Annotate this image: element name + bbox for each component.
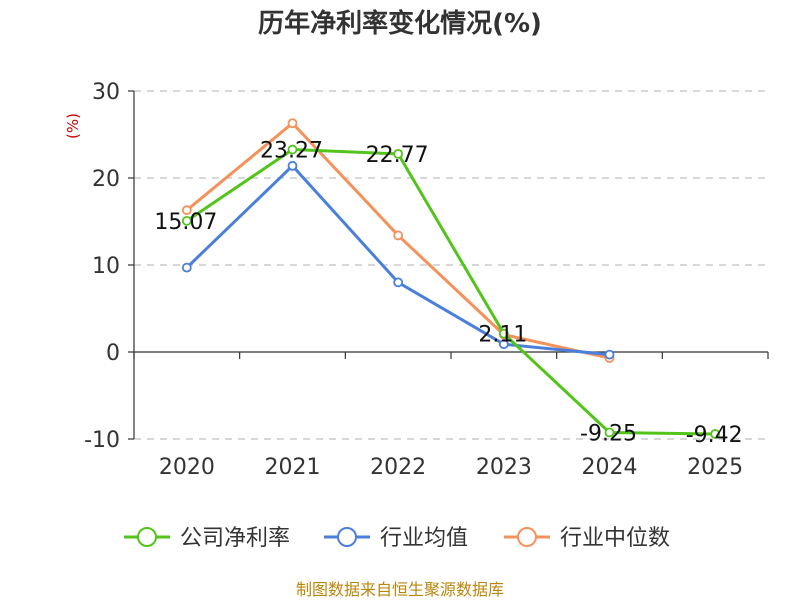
- y-tick-label: 0: [106, 341, 120, 366]
- x-tick-label: 2025: [687, 455, 743, 480]
- data-labels: 15.07 23.27 22.77 2.11 -9.25 -9.42: [154, 139, 742, 448]
- data-point: [393, 230, 404, 241]
- y-tick-label: -10: [84, 428, 120, 453]
- x-tick-label: 2021: [265, 455, 321, 480]
- data-point: [287, 144, 298, 155]
- data-label: 15.07: [154, 210, 217, 235]
- legend-label: 行业中位数: [560, 526, 670, 551]
- data-point: [498, 328, 509, 339]
- legend-label: 行业均值: [380, 526, 468, 551]
- x-tick-label: 2020: [159, 455, 215, 480]
- source-note: 制图数据来自恒生聚源数据库: [296, 580, 504, 599]
- data-label: -9.42: [686, 423, 743, 448]
- data-label: 22.77: [366, 143, 429, 168]
- series-lines: [181, 118, 721, 439]
- grid-lines: [134, 90, 768, 440]
- y-tick-label: 30: [92, 80, 120, 105]
- legend-marker-icon: [337, 527, 357, 547]
- data-point: [604, 349, 615, 360]
- data-point: [393, 277, 404, 288]
- data-point: [181, 215, 192, 226]
- data-point: [181, 262, 192, 273]
- legend-item[interactable]: 行业均值: [324, 526, 468, 551]
- legend-label: 公司净利率: [180, 526, 290, 551]
- axes: -10 0 10 20 30 2020 2021 2022 2023 2024 2025: [84, 80, 769, 480]
- data-point: [287, 160, 298, 171]
- data-label: -9.25: [580, 421, 637, 446]
- x-tick-label: 2024: [582, 455, 638, 480]
- data-point: [181, 205, 192, 216]
- data-point: [287, 118, 298, 129]
- data-point: [604, 427, 615, 438]
- legend[interactable]: 公司净利率 行业均值 行业中位数: [124, 526, 670, 551]
- legend-marker-icon: [517, 527, 537, 547]
- series-line: [185, 148, 716, 436]
- x-tick-label: 2023: [476, 455, 532, 480]
- data-point: [710, 429, 721, 439]
- data-label: 23.27: [260, 139, 323, 164]
- x-tick-label: 2022: [370, 455, 426, 480]
- data-point: [498, 339, 509, 350]
- series-line: [185, 164, 610, 357]
- legend-item[interactable]: 行业中位数: [504, 526, 670, 551]
- chart-title: 历年净利率变化情况(%): [258, 8, 542, 39]
- y-tick-label: 20: [92, 167, 120, 192]
- data-point: [393, 149, 404, 159]
- y-tick-label: 10: [92, 254, 120, 279]
- data-label: 2.11: [478, 323, 527, 348]
- legend-marker-icon: [137, 527, 157, 547]
- y-axis-label: (%): [64, 113, 82, 139]
- legend-item[interactable]: 公司净利率: [124, 526, 290, 551]
